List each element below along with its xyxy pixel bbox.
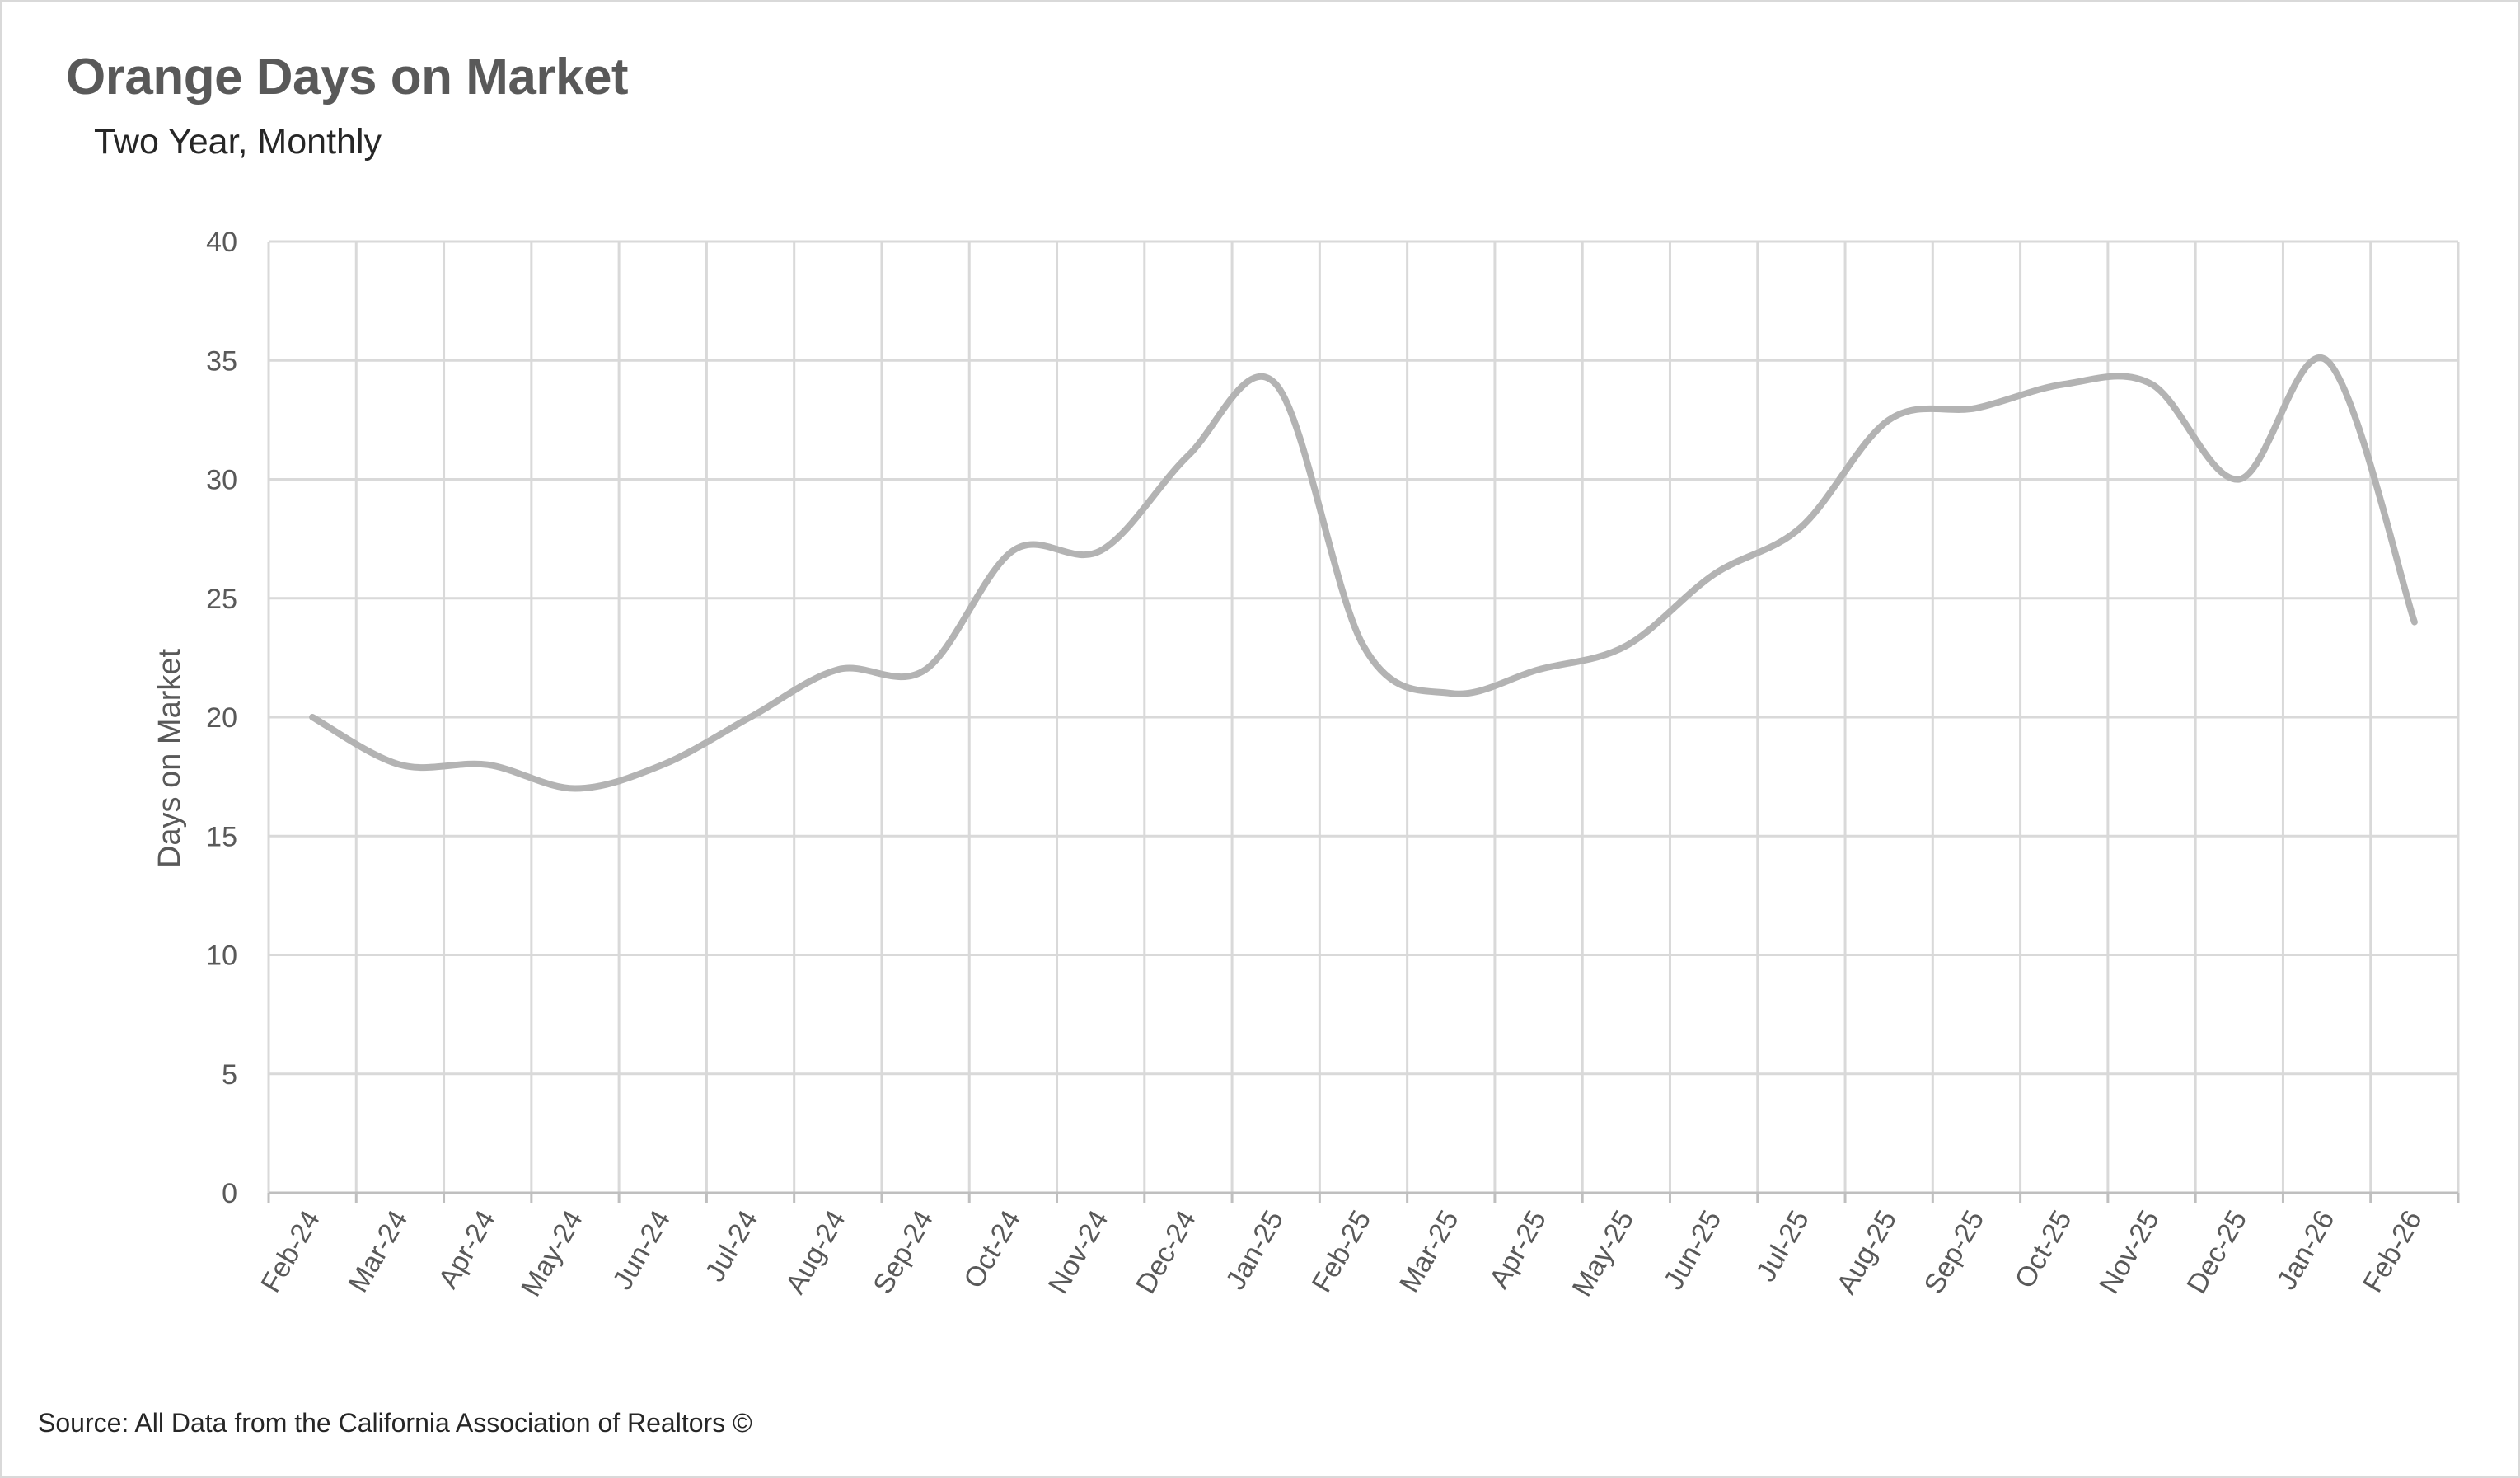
chart-subtitle: Two Year, Monthly	[94, 122, 382, 162]
y-tick-label: 20	[206, 702, 237, 734]
x-tick-label: Apr-25	[1483, 1205, 1553, 1293]
x-tick-label: Jan-26	[2271, 1205, 2341, 1295]
x-tick-label: Dec-25	[2181, 1205, 2254, 1299]
y-tick-label: 35	[206, 345, 237, 377]
y-tick-label: 10	[206, 941, 237, 972]
series-line-0	[309, 354, 2418, 792]
series-group	[309, 354, 2418, 792]
y-tick-label: 15	[206, 821, 237, 852]
x-axis	[267, 1191, 2460, 1203]
x-tick-label: Sep-24	[867, 1205, 939, 1299]
source-note: Source: All Data from the California Ass…	[38, 1408, 752, 1438]
x-tick-label: Apr-24	[433, 1205, 502, 1293]
y-tick-label: 30	[206, 465, 237, 496]
x-tick-label: Feb-25	[1306, 1205, 1378, 1297]
y-tick-label: 40	[206, 227, 237, 258]
x-tick-label: Feb-24	[255, 1205, 326, 1297]
x-tick-label: May-24	[515, 1205, 589, 1302]
x-tick-label: May-25	[1567, 1205, 1641, 1302]
y-axis-label: Days on Market	[152, 649, 187, 869]
x-tick-label: Oct-24	[958, 1205, 1027, 1293]
y-tick-label: 0	[222, 1178, 237, 1209]
x-tick-label: Oct-25	[2009, 1205, 2078, 1293]
x-tick-label: Jul-24	[699, 1205, 764, 1287]
x-tick-label: Mar-25	[1393, 1205, 1465, 1297]
x-tick-label: Nov-24	[1042, 1205, 1115, 1299]
x-tick-labels: Feb-24 Mar-24 Apr-24 May-24 Jun-24 Jul-24 Aug-…	[255, 1205, 2428, 1302]
x-tick-label: Dec-24	[1130, 1205, 1202, 1299]
x-tick-label: Jun-24	[607, 1205, 677, 1295]
x-tick-label: Jan-25	[1220, 1205, 1290, 1295]
x-tick-label: Sep-25	[1918, 1205, 1991, 1299]
x-tick-label: Aug-24	[780, 1205, 852, 1299]
x-tick-label: Jul-25	[1750, 1205, 1815, 1287]
x-tick-label: Nov-25	[2093, 1205, 2166, 1299]
chart-title: Orange Days on Market	[66, 49, 629, 106]
y-tick-labels: 0 5 10 15 20 25 30 35 40	[206, 227, 237, 1209]
y-tick-label: 5	[222, 1059, 237, 1091]
x-tick-label: Aug-25	[1830, 1205, 1903, 1299]
horizontal-gridlines	[269, 240, 2458, 1194]
y-tick-label: 25	[206, 584, 237, 615]
x-tick-label: Mar-24	[343, 1205, 415, 1297]
x-tick-label: Feb-26	[2357, 1205, 2429, 1297]
x-tick-label: Jun-25	[1658, 1205, 1728, 1295]
